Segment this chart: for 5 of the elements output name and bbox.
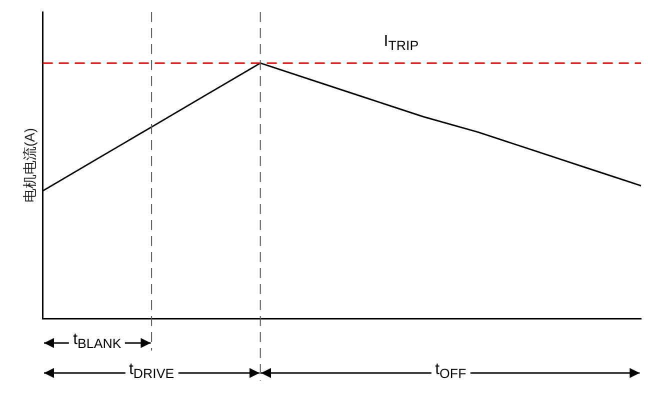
text: t$_{BLANK}$	[69, 330, 126, 351]
y-axis-title: 电机电流(A)	[21, 128, 38, 203]
ref-line-label: I$_{TRIP}$	[384, 33, 419, 54]
text: t$_{OFF}$	[431, 360, 470, 381]
text: t$_{DRIVE}$	[124, 360, 178, 381]
